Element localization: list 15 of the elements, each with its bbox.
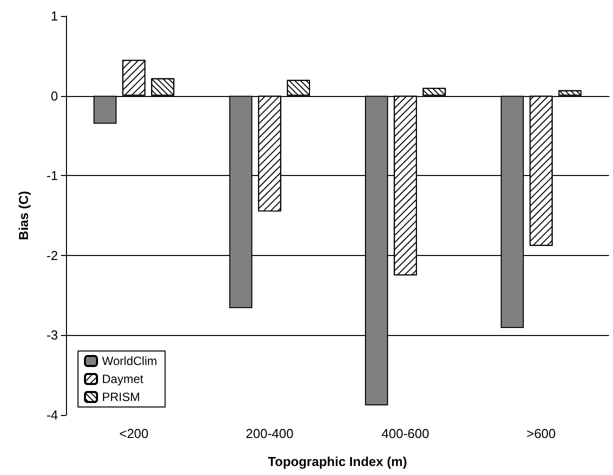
y-tick-label: -1 [46,168,58,184]
x-tick-label: 200-400 [246,426,294,441]
y-tick-label: 0 [50,88,58,104]
x-tick-label: 400-600 [382,426,430,441]
x-tick-label: <200 [119,426,149,441]
y-tick-label: -4 [46,408,58,422]
legend-label: Daymet [102,372,144,386]
y-axis-title: Bias (C) [16,190,31,240]
y-tick-label: 1 [50,8,58,24]
y-tick-label: -2 [46,248,58,263]
legend-label: WorldClim [102,354,158,368]
legend-label: PRISM [102,390,140,404]
x-tick-label: >600 [526,426,556,441]
x-axis-title: Topographic Index (m) [268,454,408,469]
y-tick-label: -3 [46,328,58,343]
